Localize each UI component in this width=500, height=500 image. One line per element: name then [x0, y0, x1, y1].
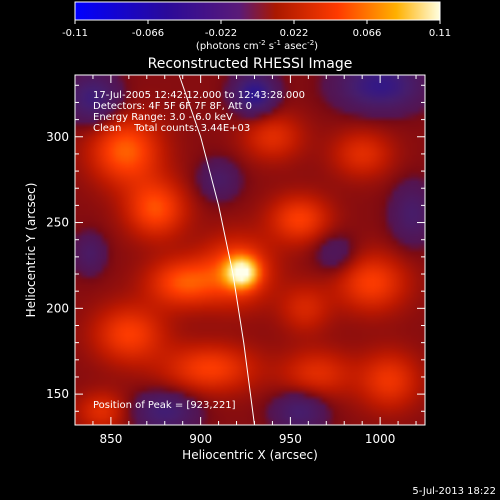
peak-position-label: Position of Peak = [923,221]: [93, 400, 236, 411]
annotation-time: 17-Jul-2005 12:42:12.000 to 12:43:28.000: [93, 90, 305, 101]
y-axis: 150 200 250 300: [46, 84, 425, 412]
y-tick-label: 250: [46, 216, 69, 230]
x-tick-label: 900: [189, 432, 212, 446]
colorbar-tick-label: -0.066: [132, 28, 164, 39]
x-axis: 850 900 950 1000: [92, 75, 417, 446]
colorbar-unit: (photons cm-2 s-1 asec-2): [196, 39, 318, 52]
y-axis-label: Heliocentric Y (arcsec): [24, 183, 38, 318]
x-tick-label: 950: [279, 432, 302, 446]
annotation-counts: Clean Total counts: 3.44E+03: [93, 123, 250, 134]
colorbar-tick-label: 0.11: [429, 28, 451, 39]
colorbar-tick-label: -0.022: [205, 28, 237, 39]
colorbar: [74, 1, 441, 21]
x-tick-label: 1000: [365, 432, 396, 446]
y-tick-label: 150: [46, 387, 69, 401]
x-axis-label: Heliocentric X (arcsec): [182, 448, 318, 462]
chart-title: Reconstructed RHESSI Image: [148, 56, 353, 72]
annotation-detectors: Detectors: 4F 5F 6F 7F 8F, Att 0: [93, 101, 252, 112]
annotation-energy: Energy Range: 3.0 - 6.0 keV: [93, 112, 233, 123]
y-tick-label: 300: [46, 130, 69, 144]
y-tick-label: 200: [46, 301, 69, 315]
x-tick-label: 850: [99, 432, 122, 446]
colorbar-ticks: -0.11 -0.066 -0.022 0.022 0.066 0.11: [62, 20, 451, 39]
colorbar-tick-label: -0.11: [62, 28, 88, 39]
heatmap-image: [75, 75, 425, 425]
colorbar-tick-label: 0.066: [353, 28, 382, 39]
footer-date: 5-Jul-2013 18:22: [412, 486, 496, 497]
colorbar-tick-label: 0.022: [280, 28, 309, 39]
solar-limb-curve: [178, 75, 255, 425]
plot-frame: [74, 74, 426, 426]
